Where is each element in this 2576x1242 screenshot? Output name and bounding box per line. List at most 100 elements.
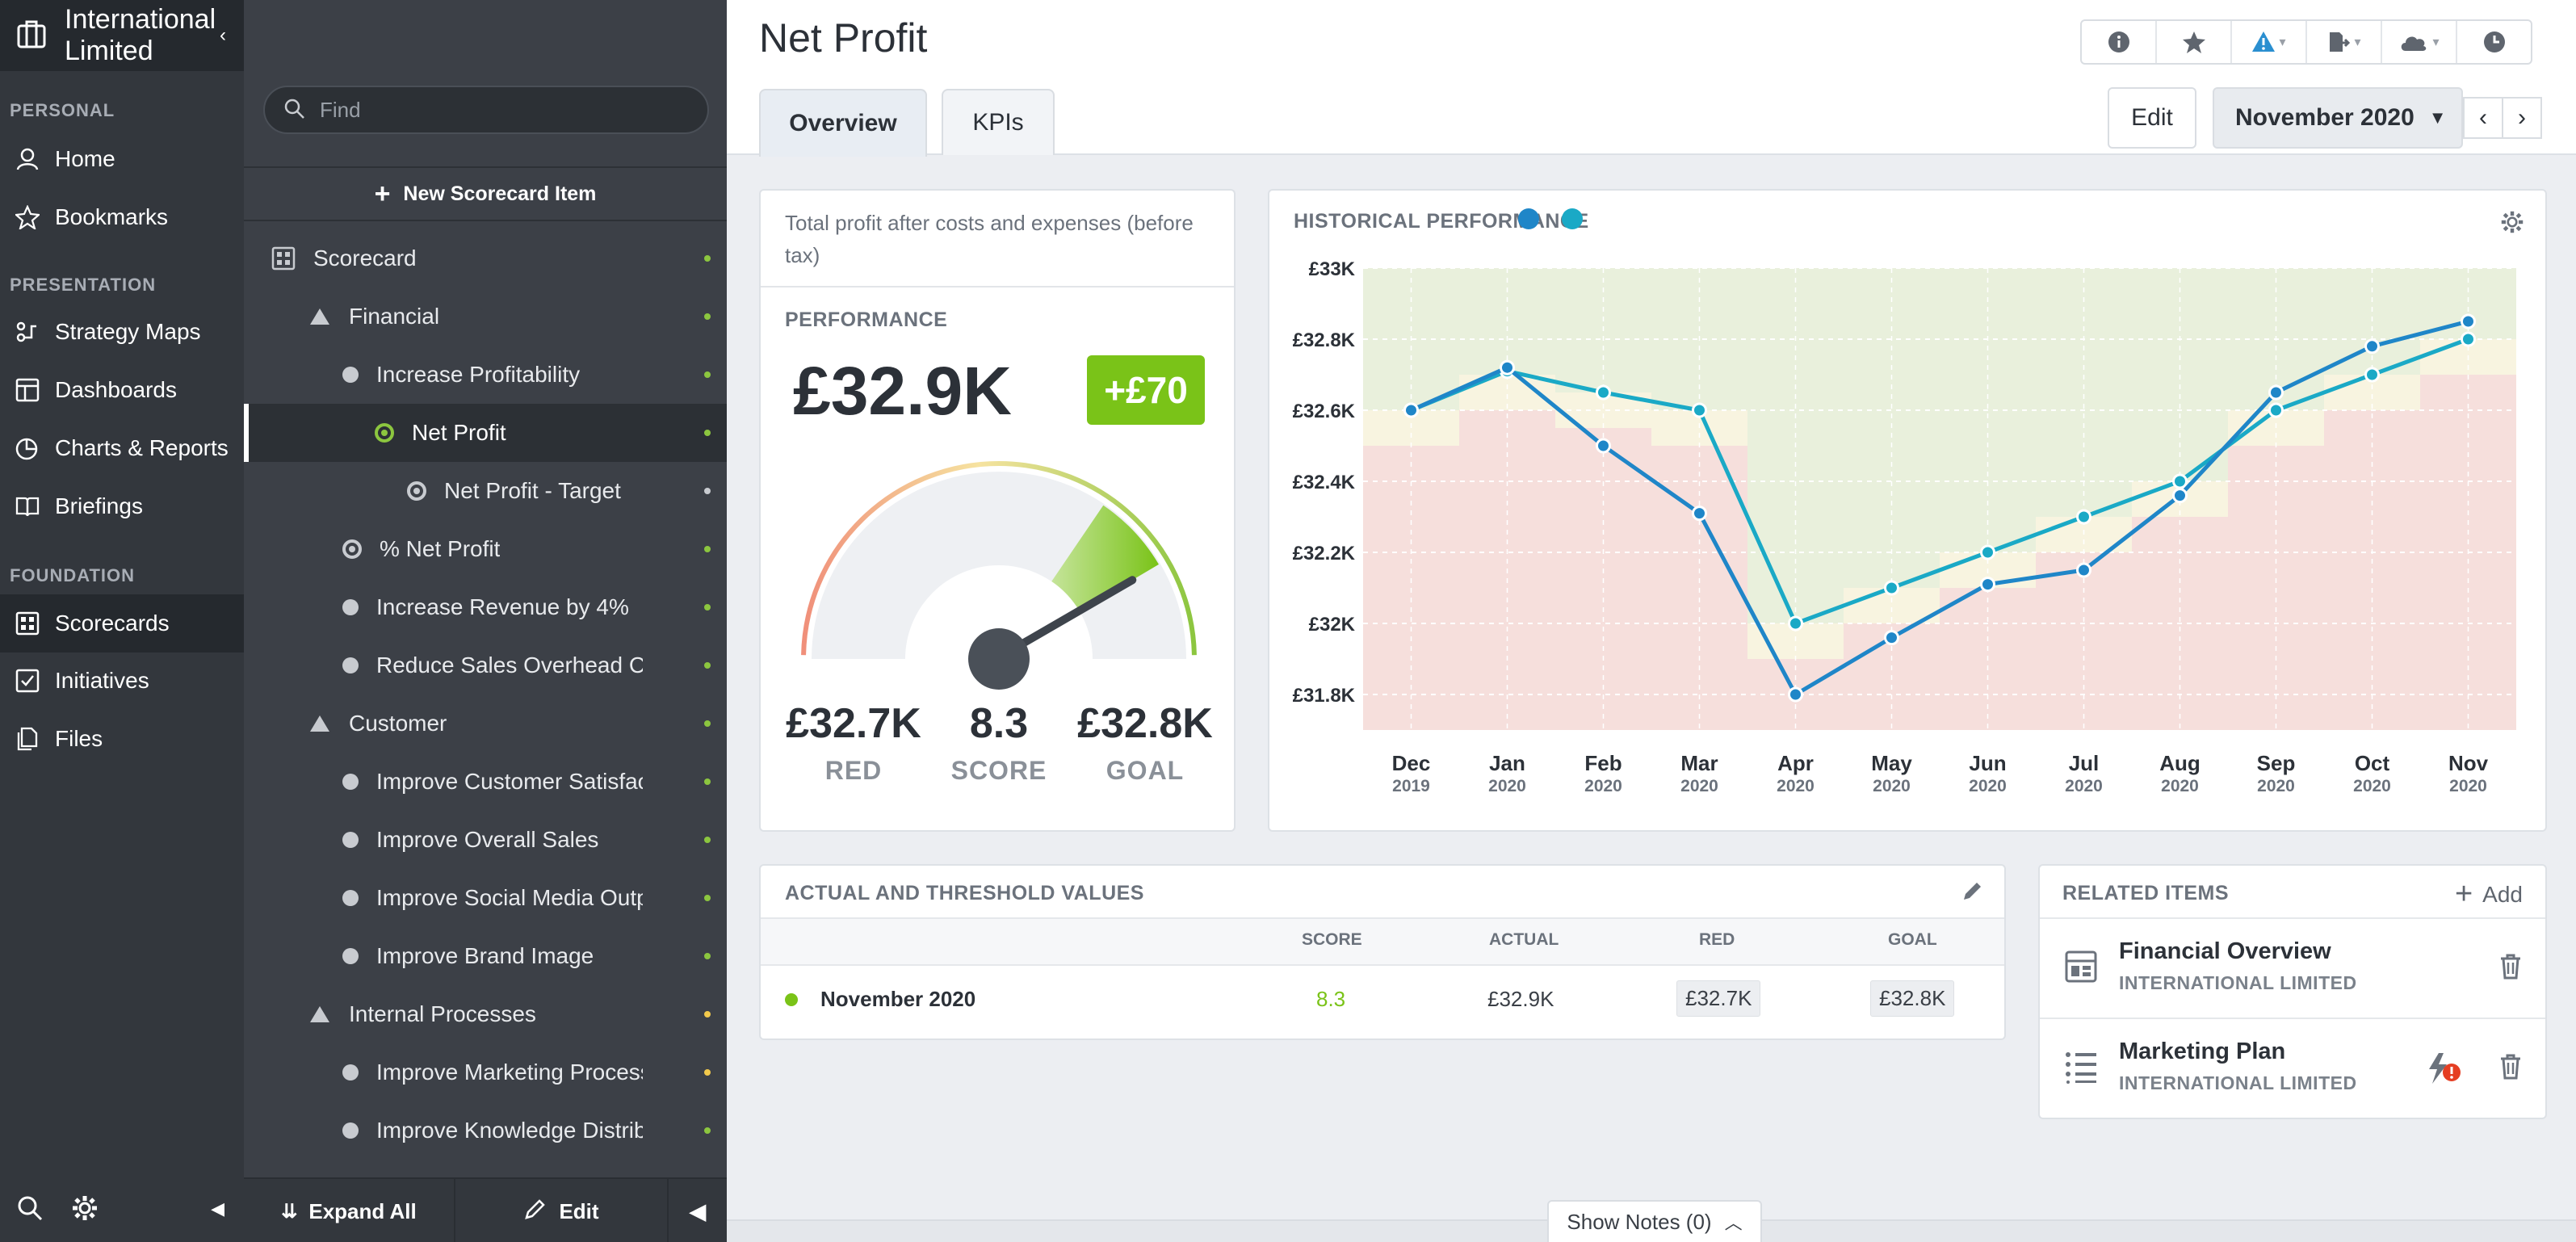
expand-icon: ⇊ bbox=[281, 1200, 298, 1223]
export-icon[interactable]: ▾ bbox=[2307, 21, 2382, 63]
cloud-icon[interactable]: ▾ bbox=[2382, 21, 2457, 63]
legend-series-1[interactable] bbox=[1518, 208, 1539, 229]
y-tick-label: £32.2K bbox=[1293, 543, 1356, 564]
data-point[interactable] bbox=[2268, 402, 2284, 418]
nav-strategy-maps[interactable]: Strategy Maps bbox=[0, 305, 244, 359]
tree-item[interactable]: Improve Customer Satisfac bbox=[244, 753, 727, 811]
nav-scorecards[interactable]: Scorecards bbox=[0, 594, 244, 652]
legend-series-2[interactable] bbox=[1562, 208, 1583, 229]
measure-description: Total profit after costs and expenses (b… bbox=[785, 211, 1194, 267]
trash-icon[interactable] bbox=[2498, 953, 2523, 984]
tree-item[interactable]: Customer bbox=[244, 694, 727, 753]
search-icon[interactable] bbox=[16, 1194, 44, 1226]
show-notes-label: Show Notes (0) bbox=[1567, 1209, 1712, 1234]
tree-item[interactable]: Reduce Sales Overhead Cos bbox=[244, 636, 727, 694]
data-point[interactable] bbox=[2172, 473, 2188, 489]
tab-kpis[interactable]: KPIs bbox=[942, 89, 1055, 155]
related-item[interactable]: Financial Overview INTERNATIONAL LIMITED bbox=[2040, 917, 2545, 1016]
tree-item[interactable]: Improve Marketing Process bbox=[244, 1043, 727, 1101]
period-selector[interactable]: November 2020 ▼ bbox=[2213, 87, 2463, 149]
gear-icon[interactable] bbox=[2500, 210, 2524, 238]
x-tick-month: Mar bbox=[1680, 751, 1718, 775]
show-notes-button[interactable]: Show Notes (0) ︿ bbox=[1547, 1200, 1762, 1242]
main-nav: International Limited ‹ PERSONAL Home Bo… bbox=[0, 0, 244, 1242]
bookmark-star-icon[interactable] bbox=[2157, 21, 2232, 63]
tree-item[interactable]: Improve Social Media Outp bbox=[244, 869, 727, 927]
tree-edit-button[interactable]: Edit bbox=[455, 1179, 669, 1242]
nav-bookmarks[interactable]: Bookmarks bbox=[0, 191, 244, 244]
tree-item[interactable]: Net Profit bbox=[244, 404, 727, 462]
related-item[interactable]: Marketing Plan INTERNATIONAL LIMITED bbox=[2040, 1018, 2545, 1116]
history-clock-icon[interactable] bbox=[2457, 21, 2531, 63]
perspective-triangle-icon bbox=[310, 1006, 329, 1022]
nav-briefings[interactable]: Briefings bbox=[0, 480, 244, 533]
tab-overview[interactable]: Overview bbox=[759, 89, 927, 157]
tree-item[interactable]: Improve Brand Image bbox=[244, 927, 727, 985]
chevron-down-icon: ▾ bbox=[2354, 36, 2361, 49]
gauge-hub-face bbox=[905, 565, 1093, 659]
nav-home[interactable]: Home bbox=[0, 132, 244, 186]
tree-item[interactable]: Increase Profitability bbox=[244, 346, 727, 404]
data-point[interactable] bbox=[1884, 630, 1899, 646]
previous-period-button[interactable]: ‹ bbox=[2463, 97, 2503, 139]
nav-charts-reports[interactable]: Charts & Reports bbox=[0, 422, 244, 475]
data-point[interactable] bbox=[2364, 338, 2380, 355]
objective-bullet-icon bbox=[342, 1122, 359, 1139]
data-point[interactable] bbox=[1788, 615, 1803, 631]
alert-icon[interactable]: ▾ bbox=[2232, 21, 2307, 63]
y-tick-label: £32K bbox=[1309, 614, 1356, 636]
data-point[interactable] bbox=[2172, 488, 2188, 504]
tree-item-label: Net Profit - Target bbox=[444, 478, 621, 503]
tree-item[interactable]: Internal Processes bbox=[244, 985, 727, 1043]
tree-item[interactable]: Net Profit - Target bbox=[244, 462, 727, 520]
info-icon[interactable] bbox=[2082, 21, 2157, 63]
data-point[interactable] bbox=[2076, 509, 2091, 525]
data-point[interactable] bbox=[1980, 577, 1995, 593]
nav-initiatives[interactable]: Initiatives bbox=[0, 654, 244, 707]
collapse-left-icon[interactable]: ◀ bbox=[211, 1198, 224, 1219]
next-period-button[interactable]: › bbox=[2502, 97, 2542, 139]
star-icon bbox=[15, 204, 40, 230]
data-point[interactable] bbox=[1884, 580, 1899, 596]
find-box[interactable] bbox=[263, 86, 709, 134]
new-scorecard-item-button[interactable]: + New Scorecard Item bbox=[244, 166, 727, 221]
data-point[interactable] bbox=[2364, 367, 2380, 383]
tree-item[interactable]: Financial bbox=[244, 287, 727, 346]
data-point[interactable] bbox=[1788, 686, 1803, 703]
status-dot bbox=[704, 1127, 711, 1134]
tree-item[interactable]: Improve Overall Sales bbox=[244, 811, 727, 869]
alert-badge-icon[interactable] bbox=[2424, 1051, 2461, 1089]
collapse-tree-icon[interactable]: ◀ bbox=[690, 1198, 706, 1223]
row-goal: £32.8K bbox=[1870, 980, 1955, 1017]
data-point[interactable] bbox=[1692, 506, 1707, 522]
nav-files[interactable]: Files bbox=[0, 712, 244, 766]
data-point[interactable] bbox=[1500, 359, 1515, 376]
data-point[interactable] bbox=[1596, 384, 1611, 401]
tree-item[interactable]: Increase Revenue by 4% bbox=[244, 578, 727, 636]
org-header[interactable]: International Limited ‹ bbox=[0, 0, 244, 71]
row-period: November 2020 bbox=[820, 987, 976, 1011]
nav-dashboards[interactable]: Dashboards bbox=[0, 363, 244, 417]
collapse-nav-icon[interactable]: ‹ bbox=[220, 24, 226, 46]
data-point[interactable] bbox=[2461, 331, 2476, 347]
x-tick-year: 2020 bbox=[2353, 777, 2391, 795]
gear-icon[interactable] bbox=[71, 1194, 99, 1226]
tree-item[interactable]: Scorecard bbox=[244, 229, 727, 287]
data-point[interactable] bbox=[2461, 313, 2476, 329]
edit-button[interactable]: Edit bbox=[2108, 87, 2196, 149]
data-point[interactable] bbox=[1596, 438, 1611, 454]
data-point[interactable] bbox=[2268, 384, 2284, 401]
tree-item[interactable]: % Net Profit bbox=[244, 520, 727, 578]
add-related-button[interactable]: + Add bbox=[2455, 877, 2523, 912]
data-point[interactable] bbox=[1692, 402, 1707, 418]
pencil-icon[interactable] bbox=[1961, 879, 1985, 907]
x-tick-year: 2020 bbox=[1873, 777, 1911, 795]
trash-icon[interactable] bbox=[2498, 1053, 2523, 1085]
tree-item[interactable]: Improve Knowledge Distrib bbox=[244, 1101, 727, 1160]
section-personal: PERSONAL bbox=[10, 100, 115, 120]
find-input[interactable] bbox=[320, 97, 699, 123]
data-point[interactable] bbox=[1980, 544, 1995, 560]
data-point[interactable] bbox=[2076, 562, 2091, 578]
data-point[interactable] bbox=[1403, 402, 1419, 418]
expand-all-button[interactable]: ⇊ Expand All bbox=[244, 1179, 455, 1242]
